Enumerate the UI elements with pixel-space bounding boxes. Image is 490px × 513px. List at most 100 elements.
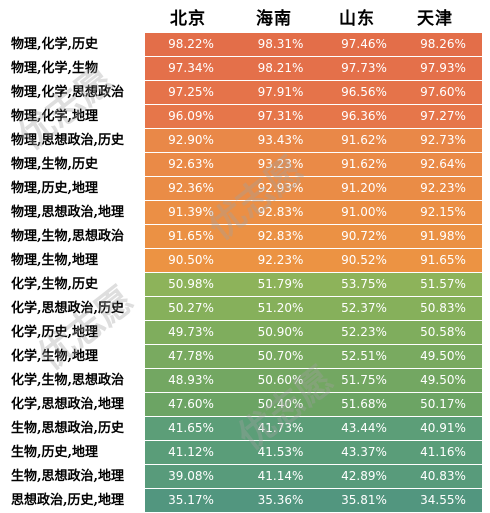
value-cell: 92.83% [257,205,304,219]
table-row: 化学,历史,地理 49.73% 50.90% 52.23% 50.58% [0,321,490,345]
value-cell: 97.60% [420,85,466,99]
value-cell: 92.93% [257,181,304,195]
value-cell: 90.52% [341,253,387,267]
row-cells: 48.93% 50.60% 51.75% 49.50% [145,369,482,392]
value-cell: 41.73% [257,421,304,435]
value-cell: 51.68% [341,397,387,411]
row-cells: 90.50% 92.23% 90.52% 91.65% [145,249,482,272]
table-row: 物理,化学,历史 98.22% 98.31% 97.46% 98.26% [0,33,490,57]
value-cell: 52.23% [341,325,387,339]
value-cell: 97.27% [420,109,466,123]
row-label: 生物,思想政治,历史 [0,417,145,440]
value-cell: 90.72% [341,229,387,243]
table-row: 思想政治,历史,地理 35.17% 35.36% 35.81% 34.55% [0,489,490,513]
value-cell: 96.09% [168,109,214,123]
value-cell: 51.75% [341,373,387,387]
row-cells: 50.98% 51.79% 53.75% 51.57% [145,273,482,296]
row-label: 物理,化学,历史 [0,33,145,56]
value-cell: 97.91% [257,85,304,99]
value-cell: 49.50% [420,373,466,387]
row-label: 化学,生物,地理 [0,345,145,368]
value-cell: 92.63% [168,157,214,171]
value-cell: 40.83% [420,469,466,483]
row-cells: 41.12% 41.53% 43.37% 41.16% [145,441,482,464]
row-label: 化学,生物,历史 [0,273,145,296]
value-cell: 92.23% [420,181,466,195]
row-label: 物理,化学,地理 [0,105,145,128]
value-cell: 41.16% [420,445,466,459]
value-cell: 50.60% [257,373,304,387]
value-cell: 52.37% [341,301,387,315]
value-cell: 91.65% [168,229,214,243]
value-cell: 49.50% [420,349,466,363]
value-cell: 91.00% [341,205,387,219]
value-cell: 51.20% [257,301,304,315]
value-cell: 50.58% [420,325,466,339]
table-body: 物理,化学,历史 98.22% 98.31% 97.46% 98.26% 物理,化学,生物… [0,33,490,513]
value-cell: 97.31% [257,109,304,123]
row-cells: 92.36% 92.93% 91.20% 92.23% [145,177,482,200]
table-row: 物理,生物,地理 90.50% 92.23% 90.52% 91.65% [0,249,490,273]
row-cells: 49.73% 50.90% 52.23% 50.58% [145,321,482,344]
value-cell: 42.89% [341,469,387,483]
row-cells: 91.65% 92.83% 90.72% 91.98% [145,225,482,248]
value-cell: 98.26% [420,37,466,51]
value-cell: 41.12% [168,445,214,459]
value-cell: 98.21% [257,61,304,75]
value-cell: 91.20% [341,181,387,195]
table-row: 生物,历史,地理 41.12% 41.53% 43.37% 41.16% [0,441,490,465]
table-row: 化学,生物,历史 50.98% 51.79% 53.75% 51.57% [0,273,490,297]
row-label: 物理,思想政治,历史 [0,129,145,152]
row-cells: 92.90% 93.43% 91.62% 92.73% [145,129,482,152]
table-header: 北京 海南 山东 天津 [0,0,490,33]
table-row: 物理,生物,思想政治 91.65% 92.83% 90.72% 91.98% [0,225,490,249]
value-cell: 92.36% [168,181,214,195]
row-label: 物理,生物,地理 [0,249,145,272]
row-label: 化学,思想政治,地理 [0,393,145,416]
table-row: 物理,思想政治,历史 92.90% 93.43% 91.62% 92.73% [0,129,490,153]
value-cell: 50.40% [257,397,304,411]
table-row: 生物,思想政治,地理 39.08% 41.14% 42.89% 40.83% [0,465,490,489]
value-cell: 41.53% [257,445,304,459]
value-cell: 49.73% [168,325,214,339]
value-cell: 91.62% [341,157,387,171]
value-cell: 52.51% [341,349,387,363]
row-label: 生物,思想政治,地理 [0,465,145,488]
table-row: 化学,生物,思想政治 48.93% 50.60% 51.75% 49.50% [0,369,490,393]
value-cell: 53.75% [341,277,387,291]
table-row: 物理,化学,思想政治 97.25% 97.91% 96.56% 97.60% [0,81,490,105]
value-cell: 51.79% [257,277,304,291]
value-cell: 48.93% [168,373,214,387]
row-label: 生物,历史,地理 [0,441,145,464]
column-header-shandong: 山东 [339,9,375,29]
value-cell: 92.64% [420,157,466,171]
table-row: 物理,历史,地理 92.36% 92.93% 91.20% 92.23% [0,177,490,201]
row-cells: 47.60% 50.40% 51.68% 50.17% [145,393,482,416]
value-cell: 97.34% [168,61,214,75]
value-cell: 96.36% [341,109,387,123]
value-cell: 91.65% [420,253,466,267]
value-cell: 97.25% [168,85,214,99]
column-header-hainan: 海南 [256,9,292,29]
value-cell: 98.22% [168,37,214,51]
row-cells: 92.63% 93.23% 91.62% 92.64% [145,153,482,176]
row-cells: 96.09% 97.31% 96.36% 97.27% [145,105,482,128]
value-cell: 40.91% [420,421,466,435]
value-cell: 92.23% [257,253,304,267]
row-label: 化学,生物,思想政治 [0,369,145,392]
column-header-tianjin: 天津 [417,9,453,29]
row-cells: 91.39% 92.83% 91.00% 92.15% [145,201,482,224]
value-cell: 97.93% [420,61,466,75]
row-cells: 98.22% 98.31% 97.46% 98.26% [145,33,482,56]
table-row: 物理,化学,生物 97.34% 98.21% 97.73% 97.93% [0,57,490,81]
table-row: 物理,化学,地理 96.09% 97.31% 96.36% 97.27% [0,105,490,129]
row-label: 物理,化学,生物 [0,57,145,80]
row-cells: 41.65% 41.73% 43.44% 40.91% [145,417,482,440]
value-cell: 39.08% [168,469,214,483]
table-row: 生物,思想政治,历史 41.65% 41.73% 43.44% 40.91% [0,417,490,441]
table-row: 物理,思想政治,地理 91.39% 92.83% 91.00% 92.15% [0,201,490,225]
row-cells: 97.25% 97.91% 96.56% 97.60% [145,81,482,104]
table-row: 化学,思想政治,历史 50.27% 51.20% 52.37% 50.83% [0,297,490,321]
value-cell: 96.56% [341,85,387,99]
row-label: 物理,生物,历史 [0,153,145,176]
